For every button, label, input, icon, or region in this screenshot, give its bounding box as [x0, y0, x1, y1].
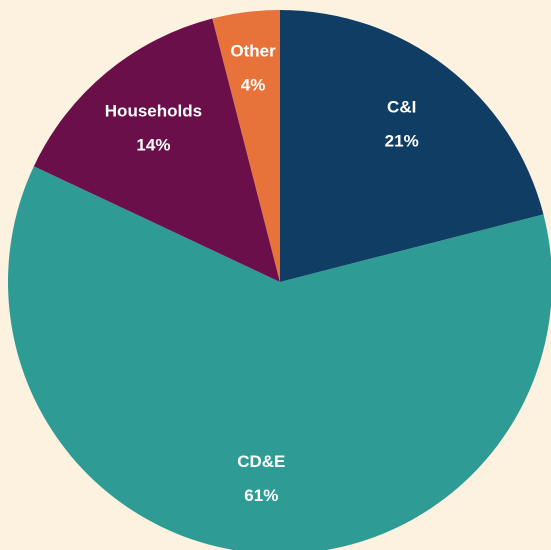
slice-label: Other	[230, 41, 276, 60]
slice-value-label: 61%	[244, 486, 278, 505]
slice-label: C&I	[387, 98, 416, 117]
slice-value-label: 4%	[241, 75, 266, 94]
slice-value-label: 14%	[136, 135, 170, 154]
pie-slice	[33, 18, 281, 282]
pie-slice	[280, 10, 544, 282]
pie-slice	[8, 166, 551, 550]
slice-label: Households	[105, 101, 202, 120]
pie-slice	[212, 10, 280, 282]
slice-label: CD&E	[237, 452, 285, 471]
slice-value-label: 21%	[385, 132, 419, 151]
